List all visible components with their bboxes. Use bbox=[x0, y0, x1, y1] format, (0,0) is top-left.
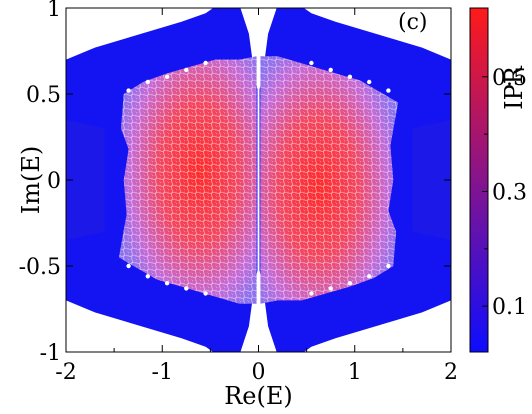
edge-point bbox=[386, 263, 391, 269]
edge-point bbox=[367, 79, 372, 85]
y-tick-label: 1 bbox=[47, 0, 61, 22]
y-tick-label: -0.5 bbox=[19, 255, 61, 280]
y-tick-label: -1 bbox=[40, 341, 61, 366]
edge-point bbox=[203, 291, 208, 296]
edge-point bbox=[347, 281, 353, 286]
edge-point bbox=[328, 286, 333, 291]
edge-point bbox=[164, 74, 170, 80]
edge-point bbox=[386, 88, 391, 93]
right-lobe-points bbox=[260, 56, 399, 304]
plot-area bbox=[66, 8, 451, 352]
edge-point bbox=[145, 274, 150, 279]
colorbar-title: IPR bbox=[500, 65, 528, 110]
x-axis-title: Re(E) bbox=[224, 382, 293, 410]
edge-point bbox=[328, 67, 333, 73]
x-tick-label: 2 bbox=[444, 360, 458, 385]
colorbar-tick-label: 0.1 bbox=[492, 295, 527, 320]
edge-point bbox=[126, 263, 131, 269]
y-axis-title: Im(E) bbox=[17, 146, 45, 214]
x-tick-label: 1 bbox=[348, 360, 362, 385]
colorbar-tick-label: 0.5 bbox=[492, 66, 527, 91]
x-axis-ticks: -2 -1 0 1 2 bbox=[55, 8, 458, 385]
colorbar bbox=[469, 7, 489, 353]
edge-point bbox=[126, 88, 131, 93]
edge-point bbox=[203, 60, 208, 66]
y-tick-label: 0 bbox=[47, 169, 61, 194]
edge-point bbox=[347, 74, 353, 80]
edge-point bbox=[309, 60, 314, 66]
x-tick-label: 0 bbox=[252, 360, 266, 385]
colorbar-ticks: 0.5 0.3 0.1 bbox=[482, 66, 527, 320]
panel-label: (c) bbox=[398, 10, 428, 35]
edge-point bbox=[184, 286, 189, 291]
outer-band-shading bbox=[66, 119, 451, 241]
edge-point bbox=[145, 79, 150, 85]
x-tick-label: -2 bbox=[55, 360, 76, 385]
edge-point bbox=[164, 281, 170, 286]
colorbar-tick-label: 0.3 bbox=[492, 180, 527, 205]
y-axis-ticks: 1 0.5 0 -0.5 -1 bbox=[19, 0, 451, 366]
left-lobe-points bbox=[118, 56, 257, 304]
lobe-edge-points bbox=[126, 60, 391, 296]
edge-point bbox=[309, 291, 314, 296]
y-tick-label: 0.5 bbox=[26, 83, 61, 108]
x-tick-label: -1 bbox=[152, 360, 173, 385]
edge-point bbox=[184, 67, 189, 73]
edge-point bbox=[367, 274, 372, 279]
